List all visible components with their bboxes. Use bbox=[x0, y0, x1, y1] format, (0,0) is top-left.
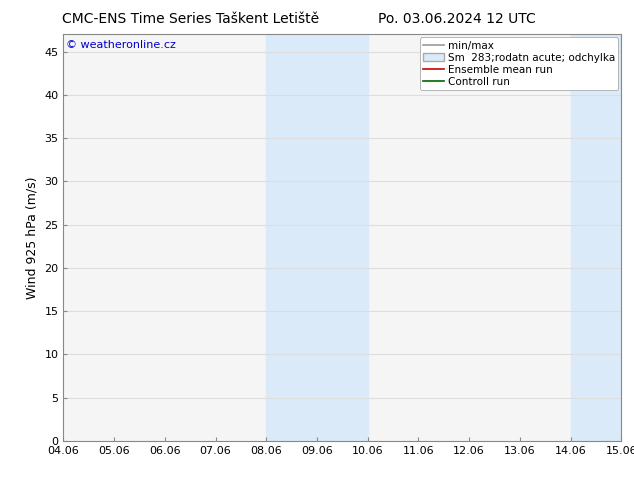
Bar bbox=[266, 34, 368, 441]
Legend: min/max, Sm  283;rodatn acute; odchylka, Ensemble mean run, Controll run: min/max, Sm 283;rodatn acute; odchylka, … bbox=[420, 37, 618, 90]
Bar bbox=[571, 34, 621, 441]
Text: CMC-ENS Time Series Taškent Letiště: CMC-ENS Time Series Taškent Letiště bbox=[61, 12, 319, 26]
Text: Po. 03.06.2024 12 UTC: Po. 03.06.2024 12 UTC bbox=[378, 12, 535, 26]
Text: © weatheronline.cz: © weatheronline.cz bbox=[66, 40, 176, 50]
Y-axis label: Wind 925 hPa (m/s): Wind 925 hPa (m/s) bbox=[26, 176, 39, 299]
